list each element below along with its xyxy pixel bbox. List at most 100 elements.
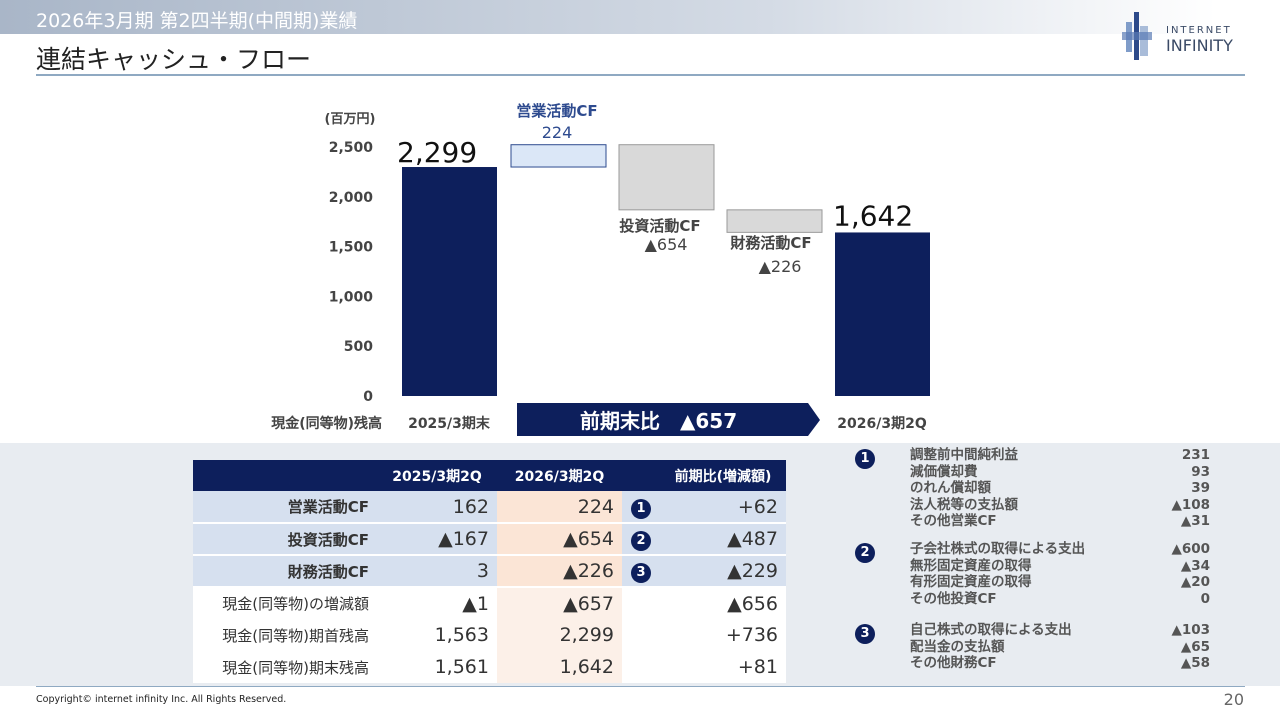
y-tick-label: 500 [344,339,373,355]
bar-1 [510,144,607,168]
data-label: ▲654 [645,235,688,254]
col-header-marker [622,460,660,491]
logo-text-2: INFINITY [1166,36,1233,55]
detail-label: 子会社株式の取得による支出 [910,541,1086,557]
detail-item: 法人税等の支払額 ▲108 [910,497,1210,514]
table-row: 財務活動CF 3 ▲226 3 ▲229 [193,555,786,588]
detail-item: 減価償却費 93 [910,464,1210,481]
prev-value: 1,563 [377,619,497,651]
detail-value: ▲108 [1171,496,1210,513]
table-row: 現金(同等物)期末残高 1,561 1,642 +81 [193,651,786,683]
diff-value: +81 [660,651,786,683]
detail-item: 無形固定資産の取得 ▲34 [910,558,1210,575]
marker-icon: 1 [631,498,651,519]
x-tick-label: 2026/3期2Q [837,416,927,432]
curr-value: 2,299 [497,619,622,651]
curr-value: 224 [497,491,622,524]
y-axis-label: (百万円) [325,112,376,127]
y-tick-label: 1,500 [329,240,374,256]
detail-value: ▲58 [1180,655,1210,671]
bar-0 [402,167,497,396]
curr-value: ▲226 [497,555,622,588]
data-label: 224 [542,123,573,142]
category-label: 営業活動CF [516,102,597,120]
bar-4 [835,232,930,396]
row-label: 財務活動CF [193,555,377,588]
table-row: 営業活動CF 162 224 1 +62 [193,491,786,524]
page-title: 連結キャッシュ・フロー [36,45,312,74]
detail-value: 39 [1191,480,1210,496]
row-marker [622,651,660,683]
detail-value: 231 [1181,447,1210,463]
title-divider [36,74,1245,76]
curr-value: ▲657 [497,587,622,619]
row-marker [622,587,660,619]
bar-3 [726,209,823,233]
detail-label: その他営業CF [910,513,997,529]
detail-item: 子会社株式の取得による支出 ▲600 [910,541,1210,558]
prev-value: ▲1 [377,587,497,619]
data-label: ▲226 [759,257,802,276]
detail-value: ▲600 [1171,541,1210,557]
waterfall-chart: (百万円) 0 500 1,000 1,500 2,000 2,500 2,299 1,642 営… [271,102,930,436]
row-label: 現金(同等物)期末残高 [193,651,377,683]
data-label: 1,642 [833,199,913,232]
header-band [0,0,1280,34]
prev-value: 3 [377,555,497,588]
change-banner [517,403,820,436]
curr-value: 1,642 [497,651,622,683]
prev-value: ▲167 [377,523,497,556]
detail-item: 配当金の支払額 ▲65 [910,639,1210,656]
col-header-label [193,460,377,491]
category-label: 投資活動CF [619,217,700,235]
detail-item: 有形固定資産の取得 ▲20 [910,574,1210,591]
row-label: 現金(同等物)期首残高 [193,619,377,651]
marker-icon: 2 [855,543,875,563]
diff-value: ▲229 [660,555,786,588]
page-supertitle: 2026年3月期 第2四半期(中間期)業績 [36,10,358,32]
detail-label: 調整前中間純利益 [910,447,1018,463]
company-logo: INTERNET INFINITY [1120,12,1250,62]
detail-item: 自己株式の取得による支出 ▲103 [910,622,1210,639]
marker-icon: 3 [631,563,651,583]
prev-value: 162 [377,491,497,524]
detail-item: その他営業CF ▲31 [910,513,1210,530]
detail-value: ▲34 [1180,557,1210,574]
y-tick-label: 0 [363,389,373,405]
detail-label: 無形固定資産の取得 [910,557,1032,574]
row-marker [622,619,660,651]
row-label: 投資活動CF [193,523,377,556]
cashflow-table: 2025/3期2Q 2026/3期2Q 前期比(増減額) 営業活動CF 162 … [193,460,786,683]
diff-value: +62 [660,491,786,524]
detail-item: その他投資CF 0 [910,591,1210,608]
row-marker: 3 [622,555,660,588]
diff-value: ▲487 [660,523,786,556]
detail-label: 自己株式の取得による支出 [910,622,1072,638]
detail-label: 有形固定資産の取得 [910,574,1032,590]
detail-label: 減価償却費 [910,463,978,480]
prev-value: 1,561 [377,651,497,683]
col-header-curr: 2026/3期2Q [497,460,622,491]
row-label: 営業活動CF [193,491,377,524]
detail-value: 93 [1191,463,1210,480]
detail-label: その他財務CF [910,655,997,671]
banner-value: ▲657 [680,409,737,433]
y-tick-label: 1,000 [329,289,374,305]
diff-value: ▲656 [660,587,786,619]
marker-icon: 2 [631,531,651,551]
detail-label: 配当金の支払額 [910,638,1005,655]
col-header-diff: 前期比(増減額) [660,460,786,491]
detail-value: ▲65 [1180,638,1210,655]
marker-icon: 1 [855,449,875,469]
footer-divider [36,686,1245,687]
category-label: 財務活動CF [729,234,811,252]
logo-text-1: INTERNET [1166,25,1232,36]
detail-label: その他投資CF [910,590,997,607]
detail-item: のれん償却額 39 [910,480,1210,497]
detail-label: のれん償却額 [910,480,991,496]
diff-value: +736 [660,619,786,651]
table-row: 投資活動CF ▲167 ▲654 2 ▲487 [193,523,786,556]
detail-label: 法人税等の支払額 [910,496,1018,513]
row-marker: 2 [622,523,660,556]
page-number: 20 [1223,690,1244,709]
